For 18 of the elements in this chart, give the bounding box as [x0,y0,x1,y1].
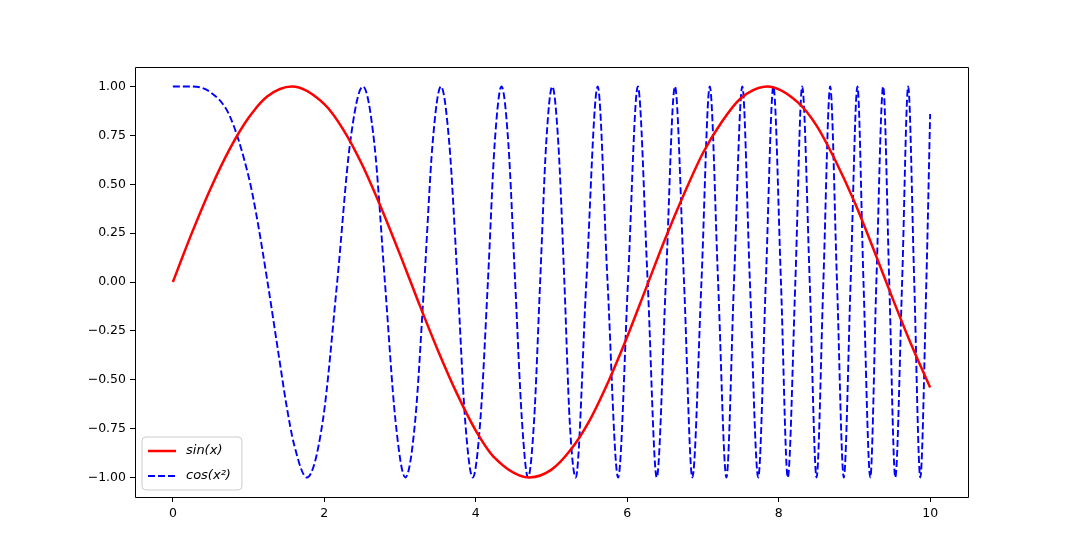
x-tick-label: 0 [168,504,177,520]
x-tick-label: 2 [320,504,329,520]
y-tick-label: 1.00 [98,77,127,93]
y-tick-label: 0.00 [98,273,127,289]
x-tick-label: 4 [471,504,480,520]
x-tick-label: 8 [774,504,783,520]
y-tick-label: 0.75 [98,126,126,142]
y-tick-label: −0.50 [87,370,127,386]
line-series [171,85,932,479]
y-tick-label: −1.00 [87,468,127,484]
y-tick-label: 0.50 [98,175,127,191]
legend-label: sin(x) [186,442,223,458]
x-tick-label: 6 [623,504,632,520]
y-tick-label: −0.75 [87,419,126,435]
y-tick-label: 0.25 [98,224,126,240]
y-tick-label: −0.25 [87,322,126,338]
legend-label: cos(x²) [186,467,231,483]
x-tick-label: 10 [922,504,939,520]
